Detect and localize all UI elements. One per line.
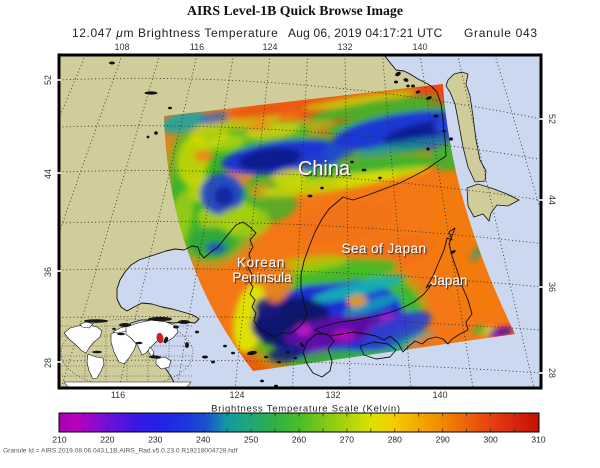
svg-text:270: 270 xyxy=(340,435,354,445)
svg-text:310: 310 xyxy=(531,435,545,445)
svg-text:Peninsula: Peninsula xyxy=(232,270,292,285)
svg-text:124: 124 xyxy=(262,42,277,52)
svg-text:Japan: Japan xyxy=(432,274,469,289)
svg-text:132: 132 xyxy=(337,42,352,52)
svg-text:240: 240 xyxy=(196,435,210,445)
svg-text:108: 108 xyxy=(114,42,129,52)
svg-text:250: 250 xyxy=(244,435,258,445)
svg-text:140: 140 xyxy=(432,390,447,400)
svg-text:28: 28 xyxy=(547,368,557,378)
svg-text:Korean: Korean xyxy=(238,256,286,271)
svg-text:116: 116 xyxy=(111,390,125,400)
svg-text:124: 124 xyxy=(229,390,244,400)
svg-text:12.047 μm Brightness Temperatu: 12.047 μm Brightness Temperature Aug 06, … xyxy=(72,26,538,40)
svg-text:230: 230 xyxy=(148,435,162,445)
svg-text:AIRS Level-1B Quick Browse Ima: AIRS Level-1B Quick Browse Image xyxy=(187,3,403,18)
svg-text:Granule Id = AIRS.2019.08.06.0: Granule Id = AIRS.2019.08.06.043.L1B.AIR… xyxy=(3,448,238,455)
svg-text:140: 140 xyxy=(412,42,427,52)
svg-text:52: 52 xyxy=(547,114,557,124)
svg-text:Brightness Temperature Scale (: Brightness Temperature Scale (Kelvin) xyxy=(211,404,401,415)
svg-text:36: 36 xyxy=(547,282,557,292)
svg-text:44: 44 xyxy=(43,169,53,179)
svg-text:44: 44 xyxy=(547,195,557,205)
svg-text:220: 220 xyxy=(100,435,114,445)
svg-text:132: 132 xyxy=(325,390,340,400)
svg-text:Sea of Japan: Sea of Japan xyxy=(343,242,428,257)
svg-text:28: 28 xyxy=(43,358,53,368)
svg-text:290: 290 xyxy=(436,435,450,445)
svg-text:210: 210 xyxy=(52,435,66,445)
svg-text:36: 36 xyxy=(43,267,53,277)
svg-text:52: 52 xyxy=(43,75,53,85)
svg-text:Sea of Japan: Sea of Japan xyxy=(342,241,427,256)
svg-text:China: China xyxy=(298,158,351,180)
svg-text:China: China xyxy=(299,159,352,181)
svg-text:Peninsula: Peninsula xyxy=(234,271,294,286)
svg-text:116: 116 xyxy=(190,42,204,52)
svg-text:Korean: Korean xyxy=(237,255,285,270)
svg-text:300: 300 xyxy=(484,435,498,445)
svg-text:280: 280 xyxy=(388,435,402,445)
svg-text:260: 260 xyxy=(292,435,306,445)
svg-text:Japan: Japan xyxy=(431,273,468,288)
